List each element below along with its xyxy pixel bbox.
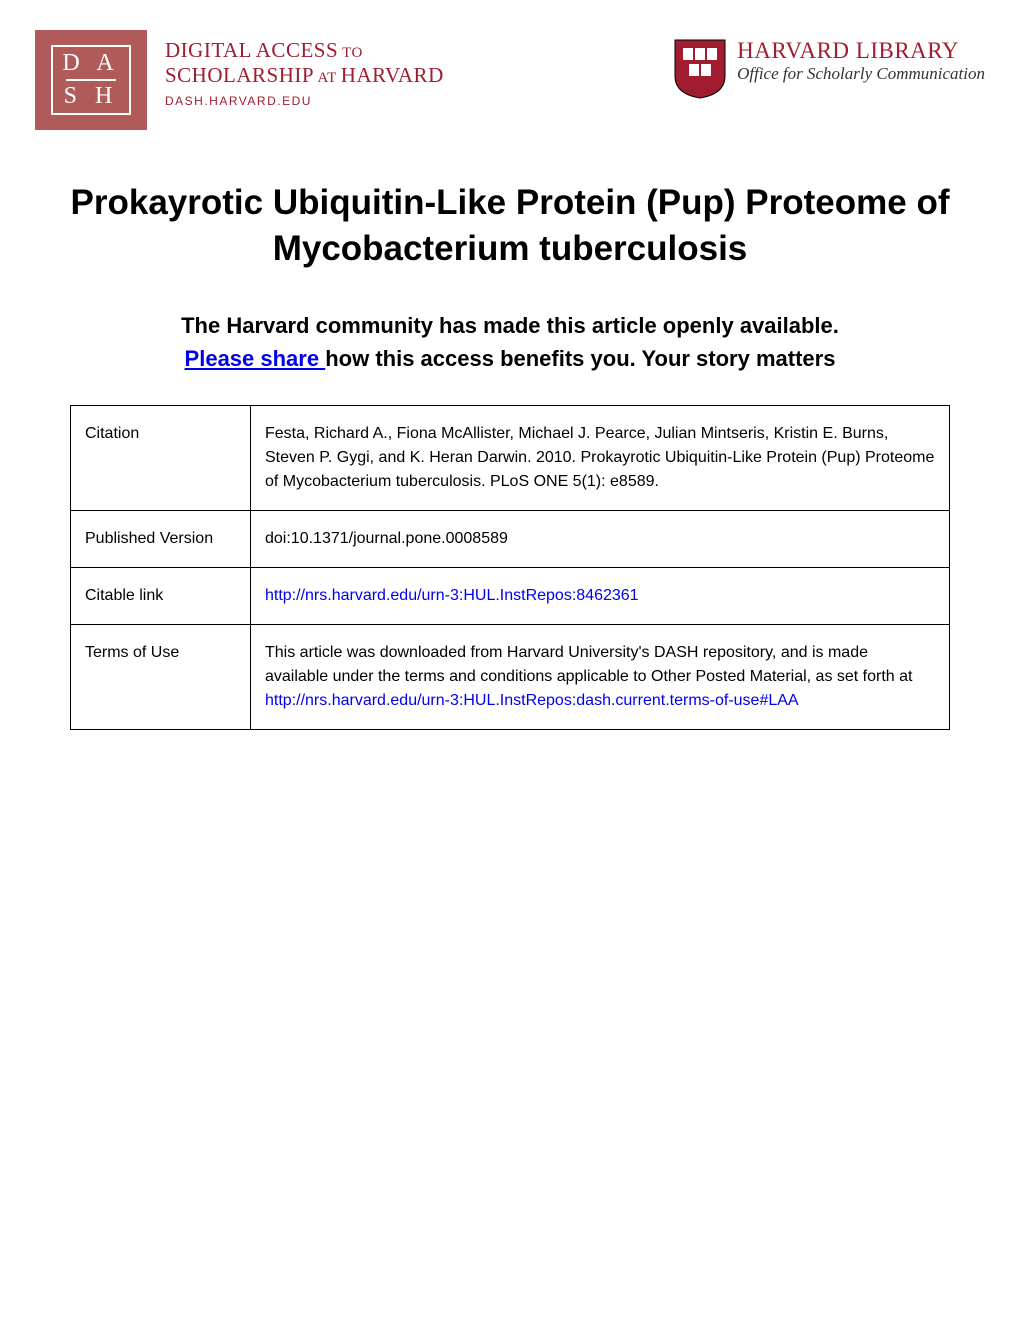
dash-logo-inner: D A S H [51,45,131,115]
community-text-part2: how this access benefits you. Your story… [325,346,835,371]
dash-title-line2: SCHOLARSHIP AT HARVARD [165,63,444,88]
page-header: D A S H DIGITAL ACCESS TO SCHOLARSHIP AT… [35,30,985,130]
table-row-citable: Citable link http://nrs.harvard.edu/urn-… [71,568,950,625]
terms-text: This article was downloaded from Harvard… [265,644,912,685]
terms-value: This article was downloaded from Harvard… [251,625,950,730]
dash-logo-divider [66,79,116,81]
citation-value: Festa, Richard A., Fiona McAllister, Mic… [251,406,950,511]
please-share-link[interactable]: Please share [185,346,326,371]
dash-title-line1: DIGITAL ACCESS TO [165,38,444,63]
dash-url[interactable]: DASH.HARVARD.EDU [165,94,444,108]
dash-title-text: DIGITAL ACCESS [165,38,338,62]
dash-logo-line2: S H [64,83,119,110]
harvard-office-label: Office for Scholarly Communication [737,64,985,84]
citation-label: Citation [71,406,251,511]
dash-title-text2: SCHOLARSHIP [165,63,314,87]
table-row-citation: Citation Festa, Richard A., Fiona McAlli… [71,406,950,511]
published-value: doi:10.1371/journal.pone.0008589 [251,511,950,568]
header-right: HARVARD LIBRARY Office for Scholarly Com… [673,30,985,100]
citable-label: Citable link [71,568,251,625]
article-title: Prokayrotic Ubiquitin-Like Protein (Pup)… [35,180,985,271]
dash-text-block: DIGITAL ACCESS TO SCHOLARSHIP AT HARVARD… [165,30,444,108]
dash-logo: D A S H [35,30,147,130]
community-message: The Harvard community has made this arti… [170,309,850,375]
header-left: D A S H DIGITAL ACCESS TO SCHOLARSHIP AT… [35,30,444,130]
dash-title-text3: HARVARD [341,63,444,87]
citable-value: http://nrs.harvard.edu/urn-3:HUL.InstRep… [251,568,950,625]
citable-link[interactable]: http://nrs.harvard.edu/urn-3:HUL.InstRep… [265,587,639,604]
metadata-table: Citation Festa, Richard A., Fiona McAlli… [70,405,950,730]
harvard-shield-icon [673,38,727,100]
published-label: Published Version [71,511,251,568]
terms-link[interactable]: http://nrs.harvard.edu/urn-3:HUL.InstRep… [265,692,799,709]
community-text-part1: The Harvard community has made this arti… [181,313,839,338]
harvard-text-block: HARVARD LIBRARY Office for Scholarly Com… [737,38,985,84]
table-row-published: Published Version doi:10.1371/journal.po… [71,511,950,568]
harvard-library-label: HARVARD LIBRARY [737,38,985,64]
dash-title-small: TO [338,45,363,61]
table-row-terms: Terms of Use This article was downloaded… [71,625,950,730]
dash-logo-line1: D A [62,50,119,77]
dash-title-small2: AT [314,70,341,86]
terms-label: Terms of Use [71,625,251,730]
